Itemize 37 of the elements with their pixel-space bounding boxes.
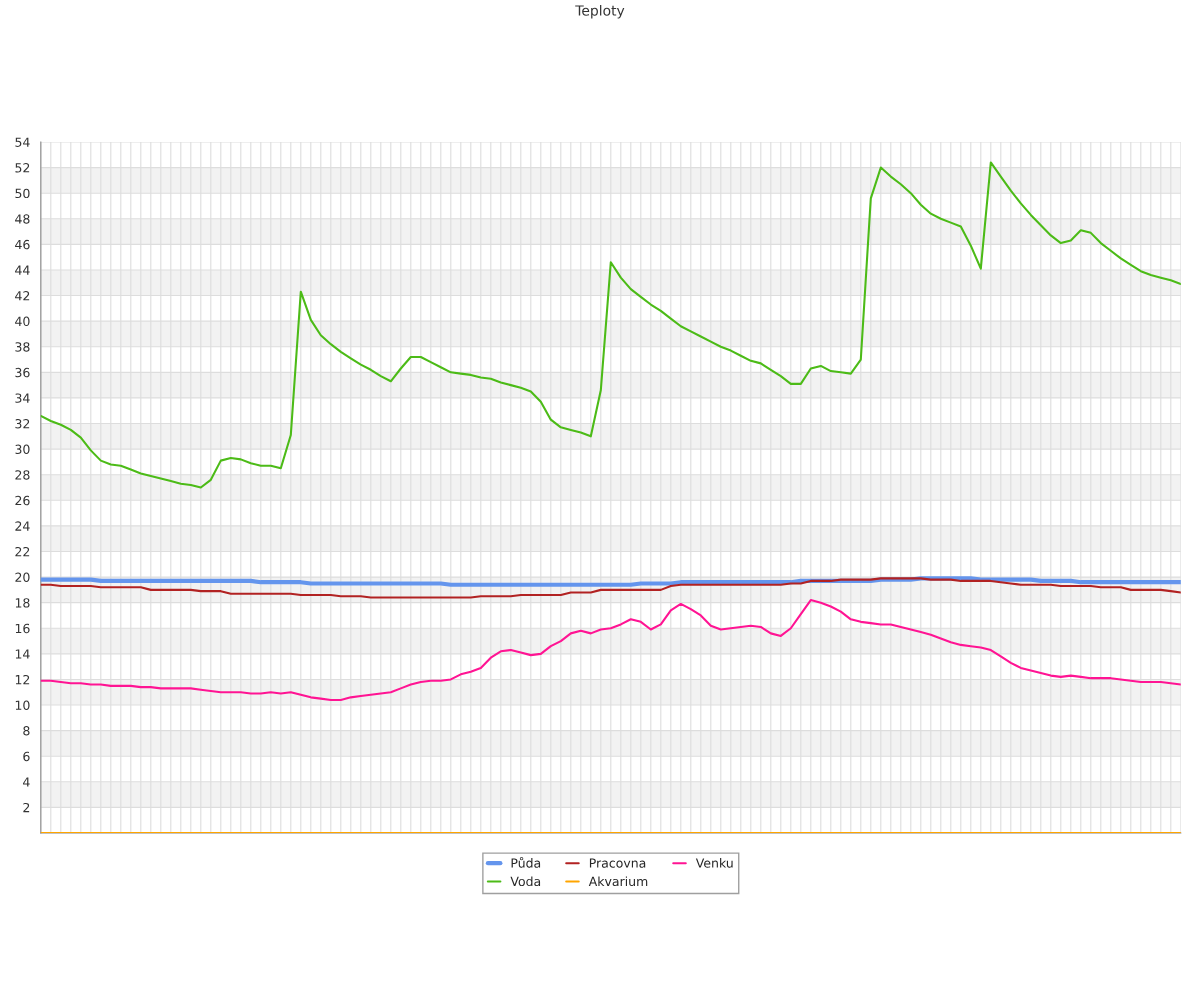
- y-tick-label: 26: [15, 495, 30, 506]
- line-series: [40, 576, 1181, 587]
- y-tick-label: 12: [15, 674, 30, 685]
- legend-label: Voda: [510, 876, 541, 887]
- legend-label: Akvarium: [588, 876, 648, 887]
- legend-label: Pracovna: [589, 858, 646, 868]
- y-tick-label: 54: [15, 137, 30, 147]
- y-tick-label: 48: [15, 214, 30, 224]
- y-tick-label: 22: [15, 546, 30, 557]
- chart-title: Teploty: [575, 5, 625, 19]
- line-series: [40, 161, 1181, 489]
- y-tick-label: 32: [15, 418, 30, 429]
- y-tick-label: 24: [15, 521, 30, 531]
- line-series: [40, 577, 1181, 599]
- y-tick-label: 8: [23, 726, 30, 736]
- y-tick-label: 16: [15, 623, 30, 634]
- y-tick-label: 42: [15, 291, 30, 301]
- y-tick-label: 34: [15, 393, 30, 403]
- y-tick-label: 44: [15, 265, 30, 275]
- y-tick-label: 38: [15, 342, 30, 352]
- y-tick-label: 14: [15, 649, 30, 659]
- legend-label: Venku: [695, 858, 733, 868]
- line-series: [40, 599, 1181, 701]
- y-tick-label: 4: [23, 777, 30, 787]
- y-tick-label: 46: [15, 239, 30, 250]
- y-tick-label: 30: [15, 444, 30, 455]
- y-tick-label: 28: [15, 470, 30, 480]
- y-tick-label: 36: [15, 367, 30, 378]
- y-tick-label: 50: [15, 188, 30, 199]
- y-tick-label: 20: [15, 572, 30, 582]
- y-tick-label: 10: [15, 700, 30, 710]
- legend-label: Půda: [511, 856, 541, 868]
- y-tick-label: 52: [15, 163, 30, 173]
- y-tick-label: 40: [15, 316, 30, 327]
- y-tick-label: 2: [23, 802, 30, 813]
- y-tick-label: 6: [23, 751, 30, 762]
- y-tick-label: 18: [15, 598, 30, 608]
